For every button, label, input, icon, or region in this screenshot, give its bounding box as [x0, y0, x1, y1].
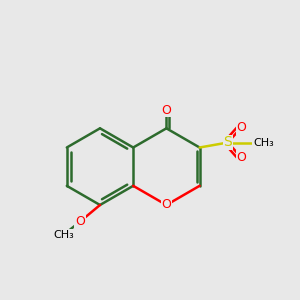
Text: O: O — [75, 215, 85, 228]
Text: CH₃: CH₃ — [253, 137, 274, 148]
Text: O: O — [161, 103, 171, 116]
Text: CH₃: CH₃ — [53, 230, 74, 240]
Text: O: O — [161, 199, 171, 212]
Text: S: S — [224, 136, 232, 149]
Text: O: O — [236, 151, 246, 164]
Text: O: O — [236, 121, 246, 134]
